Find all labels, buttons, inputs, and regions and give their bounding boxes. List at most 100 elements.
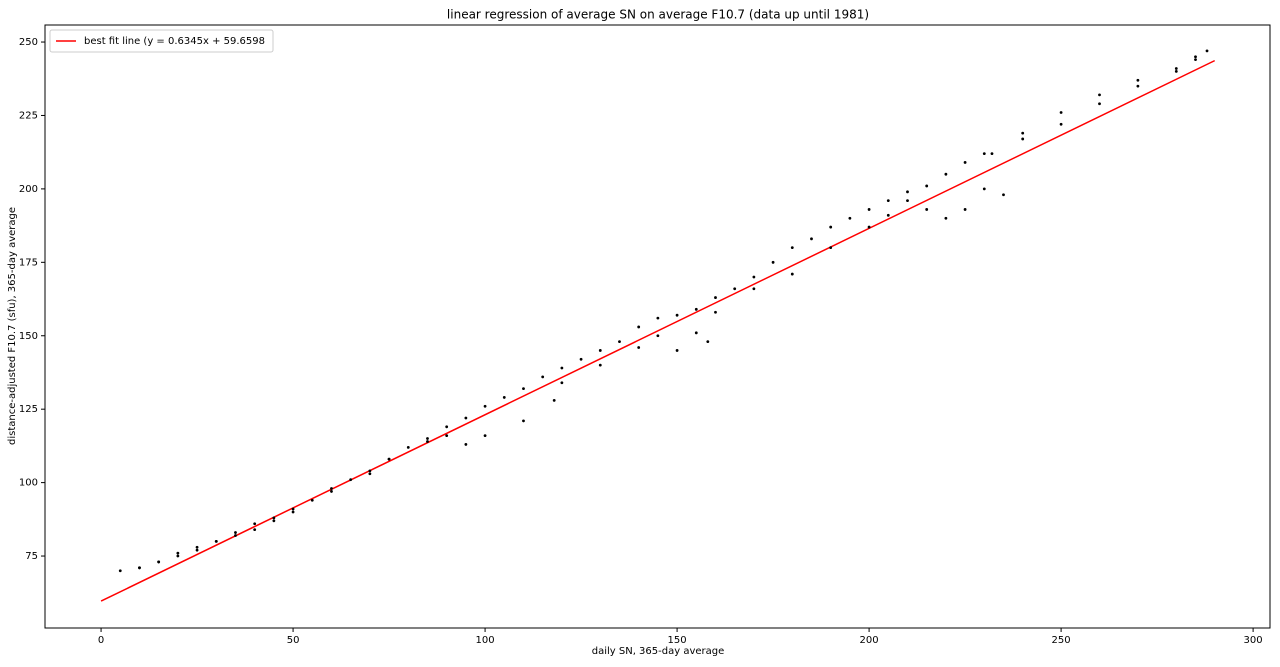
point [618, 340, 621, 344]
legend: best fit line (y = 0.6345x + 59.6598 [49, 29, 274, 53]
point [291, 507, 295, 511]
point [310, 498, 314, 502]
point [118, 569, 122, 573]
point [349, 478, 353, 482]
point [464, 416, 468, 420]
point [445, 434, 449, 438]
point [234, 531, 237, 534]
point [272, 516, 276, 520]
point [906, 199, 909, 203]
plot-frame [44, 24, 1271, 629]
point [1136, 78, 1140, 82]
y-tick-label: 225 [19, 110, 38, 121]
x-tick-label: 150 [668, 635, 687, 646]
point [560, 366, 564, 370]
point [829, 225, 833, 229]
point [1059, 111, 1063, 114]
chart-title: linear regression of average SN on avera… [447, 8, 869, 22]
x-tick-label: 250 [1052, 635, 1071, 646]
point [598, 363, 602, 367]
point [138, 566, 141, 570]
point [656, 316, 660, 320]
y-tick-label: 150 [19, 331, 38, 342]
point [1174, 67, 1178, 70]
point [1059, 122, 1063, 126]
point [483, 434, 487, 438]
point [694, 331, 698, 335]
point [330, 490, 333, 493]
point [483, 404, 487, 408]
point [637, 325, 641, 329]
point [848, 216, 852, 220]
x-axis-label: daily SN, 365-day average [592, 646, 725, 657]
legend-box [49, 29, 274, 53]
point [733, 287, 737, 291]
point [944, 172, 948, 176]
point [426, 440, 429, 443]
legend-label: best fit line (y = 0.6345x + 59.6598 [84, 36, 265, 47]
point [714, 296, 717, 299]
point [675, 349, 679, 352]
point [195, 548, 199, 552]
point [829, 246, 833, 250]
point [963, 161, 967, 164]
point [157, 560, 161, 564]
point [502, 396, 506, 399]
point [1098, 93, 1101, 97]
point [291, 510, 295, 514]
point [522, 419, 525, 423]
y-tick-label: 250 [19, 37, 38, 48]
point [330, 487, 333, 490]
point [1021, 131, 1025, 135]
point [990, 152, 994, 156]
point [790, 246, 794, 250]
point [176, 554, 180, 558]
point [982, 187, 986, 191]
point [368, 469, 372, 473]
point [675, 313, 679, 317]
point [810, 237, 813, 241]
point [214, 539, 218, 543]
y-tick-label: 75 [25, 551, 38, 562]
point [234, 534, 237, 537]
point [1002, 193, 1005, 197]
point [694, 307, 698, 311]
point [925, 184, 929, 188]
point [368, 472, 372, 476]
point [1174, 70, 1178, 73]
point [1136, 84, 1140, 88]
y-tick-label: 175 [19, 257, 38, 268]
point [195, 545, 199, 549]
point [522, 387, 525, 391]
x-tick-label: 100 [476, 635, 495, 646]
point [1021, 137, 1025, 141]
x-tick-label: 200 [860, 635, 879, 646]
point [982, 152, 986, 156]
point [714, 310, 717, 314]
point [560, 381, 564, 385]
point [426, 437, 429, 440]
point [445, 425, 449, 429]
point [272, 519, 276, 523]
point [752, 287, 756, 291]
point [637, 346, 641, 349]
point [176, 551, 180, 555]
point [253, 522, 257, 526]
x-tick-label: 0 [98, 635, 104, 646]
point [387, 457, 391, 461]
point [406, 445, 410, 449]
point [541, 375, 545, 379]
y-tick-label: 125 [19, 404, 38, 415]
point [464, 443, 468, 446]
point [867, 225, 871, 229]
point [886, 199, 890, 203]
point [906, 190, 909, 194]
y-axis-label: distance-adjusted F10.7 (sfu), 365-day a… [7, 207, 18, 445]
point [925, 208, 929, 211]
point [579, 357, 583, 361]
point [1194, 55, 1197, 59]
line [100, 59, 1216, 602]
point [867, 208, 871, 211]
point [771, 260, 775, 264]
